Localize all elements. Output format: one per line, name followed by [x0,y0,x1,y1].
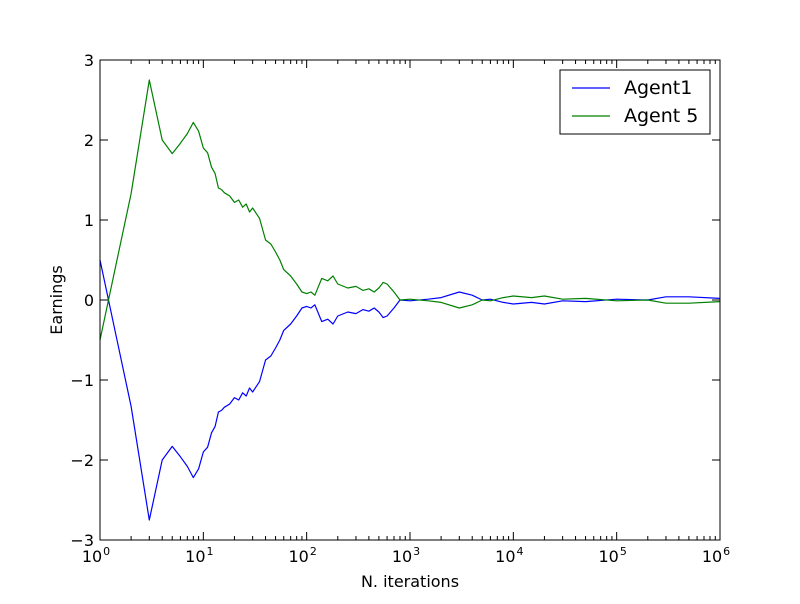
y-tick-label: −2 [70,451,94,470]
x-tick-label: 103 [392,545,420,566]
legend-label-agent1: Agent1 [624,77,692,99]
y-axis-label: Earnings [47,265,66,334]
x-tick-label: 101 [185,545,213,566]
series-line-agent1 [99,259,721,521]
y-tick-label: 3 [84,51,94,70]
legend-frame [559,69,711,135]
y-tick-label: −3 [70,531,94,550]
x-tick-label: 102 [288,545,316,566]
x-tick-label: 105 [598,545,626,566]
plot-background [100,60,720,540]
y-tick-label: −1 [70,371,94,390]
legend: Agent1 Agent 5 [559,69,711,135]
legend-label-agent5: Agent 5 [624,105,698,127]
series-layer [99,79,721,521]
y-tick-label: 1 [84,211,94,230]
series-line-agent5 [99,79,721,341]
y-tick-label: 2 [84,131,94,150]
x-axis-label: N. iterations [361,572,459,591]
x-tick-label: 106 [702,545,730,566]
x-tick-label: 100 [82,545,110,566]
x-tick-label: 104 [495,545,523,566]
plot-frame [99,59,721,541]
y-tick-label: 0 [84,291,94,310]
